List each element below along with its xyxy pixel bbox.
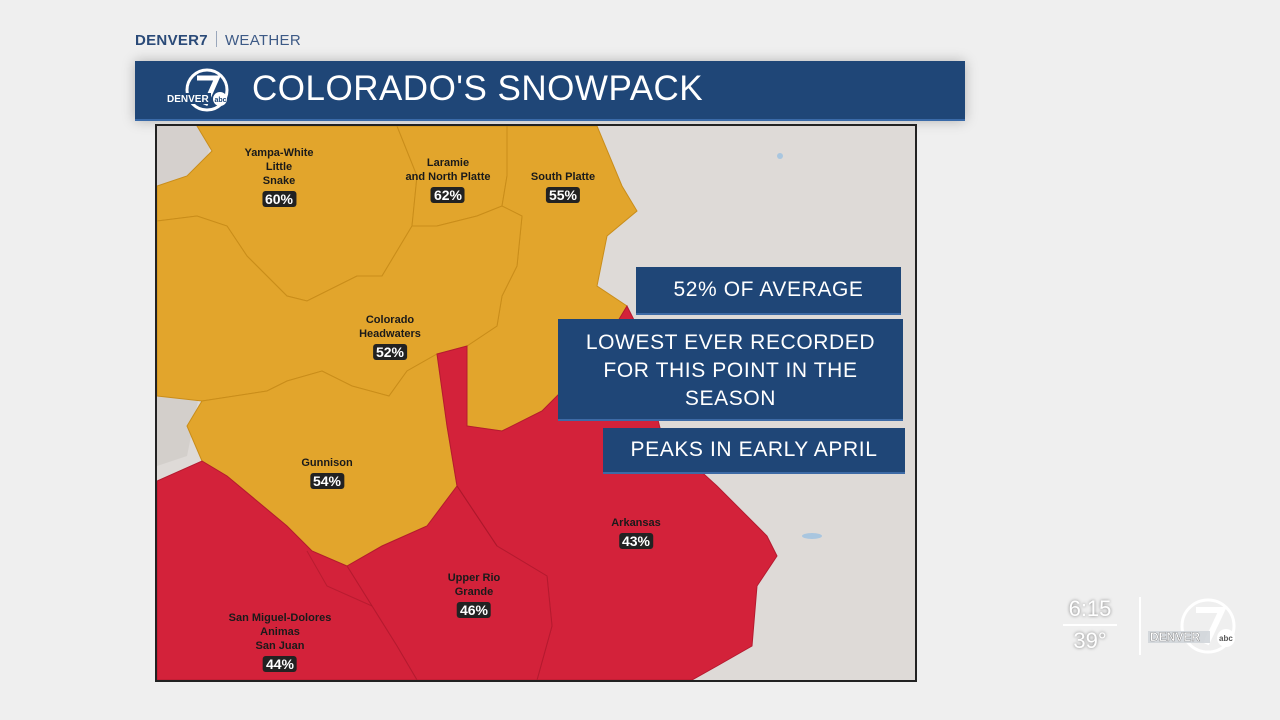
info-record-box: LOWEST EVER RECORDED FOR THIS POINT IN T… <box>558 319 903 421</box>
basin-label-upper-rio-grande: Upper Rio Grande 46% <box>447 572 501 618</box>
time-temp-bug: 6:15 39° <box>1063 596 1117 654</box>
channel-header: DENVER7 WEATHER <box>135 31 301 49</box>
basin-percent: 55% <box>545 187 581 203</box>
basin-percent: 54% <box>309 473 345 489</box>
basin-label-south-platte: South Platte 55% <box>530 171 596 203</box>
basin-san-miguel-dolores <box>157 460 418 680</box>
basin-percent: 62% <box>430 187 466 203</box>
page-title: COLORADO'S SNOWPACK <box>252 69 704 108</box>
basin-label-arkansas: Arkansas 43% <box>611 517 661 549</box>
current-temperature: 39° <box>1073 628 1107 653</box>
current-time: 6:15 <box>1063 596 1117 626</box>
bug-divider <box>1139 597 1141 655</box>
svg-text:DENVER: DENVER <box>167 94 209 105</box>
channel-brand: DENVER7 <box>135 32 208 49</box>
svg-text:abc: abc <box>1219 634 1233 643</box>
basin-percent: 43% <box>618 533 654 549</box>
basin-label-gunnison: Gunnison 54% <box>301 457 353 489</box>
info-peak-box: PEAKS IN EARLY APRIL <box>603 428 905 474</box>
basin-label-colorado-headwaters: Colorado Headwaters 52% <box>359 314 421 360</box>
basin-label-yampa-white: Yampa-White Little Snake 60% <box>244 147 314 207</box>
title-bar: DENVER abc COLORADO'S SNOWPACK <box>135 61 965 121</box>
denver7-logo-icon: DENVER abc <box>165 68 229 112</box>
basin-label-laramie: Laramie and North Platte 62% <box>405 157 491 203</box>
basin-percent: 44% <box>262 656 298 672</box>
denver7-bug-logo-icon: DENVER abc <box>1148 598 1236 654</box>
svg-text:DENVER: DENVER <box>1150 630 1200 644</box>
info-average-box: 52% OF AVERAGE <box>636 267 901 315</box>
svg-text:abc: abc <box>215 97 227 104</box>
header-divider <box>215 31 217 47</box>
basin-percent: 52% <box>372 344 408 360</box>
basin-percent: 46% <box>456 602 492 618</box>
channel-section: WEATHER <box>224 32 301 49</box>
lake-icon <box>777 153 783 159</box>
reservoir-icon <box>802 533 822 539</box>
basin-label-san-miguel: San Miguel-Dolores Animas San Juan 44% <box>228 612 332 672</box>
basin-percent: 60% <box>261 191 297 207</box>
